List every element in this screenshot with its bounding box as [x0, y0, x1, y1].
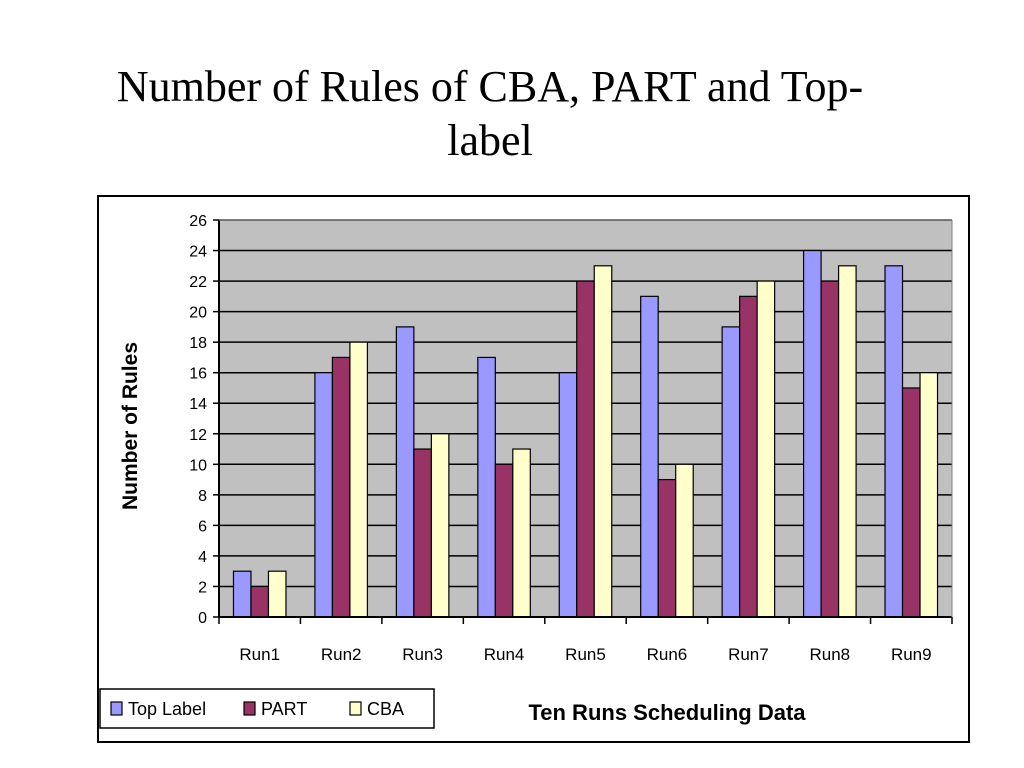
x-tick-label: Run7 — [728, 645, 769, 664]
slide-title-line-2: label — [447, 116, 533, 165]
bar-part-run9 — [901, 387, 921, 618]
y-tick-label: 6 — [198, 518, 207, 535]
bar-part-run1 — [250, 585, 270, 618]
legend-swatch-cba — [349, 701, 362, 716]
bars — [232, 249, 939, 618]
x-tick-label: Run8 — [810, 645, 851, 664]
y-tick-label: 22 — [189, 274, 207, 291]
bar-top-label-run2 — [314, 372, 334, 618]
x-tick-label: Run2 — [321, 645, 362, 664]
bar-top-label-run5 — [558, 372, 578, 618]
bar-cba-run2 — [349, 341, 369, 618]
y-axis-label: Number of Rules — [119, 342, 142, 510]
bar-cba-run6 — [675, 463, 694, 618]
bar-cba-run1 — [267, 570, 287, 618]
y-tick-label: 24 — [189, 244, 207, 261]
bar-top-label-run6 — [640, 295, 659, 618]
legend-label: PART — [261, 699, 307, 719]
bar-cba-run3 — [430, 433, 450, 618]
legend-label: CBA — [367, 699, 404, 719]
x-tick-label: Run4 — [484, 645, 525, 664]
y-tick-label: 10 — [189, 457, 207, 474]
bar-part-run3 — [413, 448, 432, 618]
y-tick-label: 26 — [189, 213, 207, 230]
bar-part-run8 — [820, 280, 840, 618]
y-tick-label: 12 — [189, 427, 207, 444]
x-tick-label: Run9 — [891, 645, 932, 664]
bar-cba-run4 — [512, 448, 531, 618]
x-tick-label: Run1 — [239, 645, 280, 664]
slide-title: Number of Rules of CBA, PART and Top- la… — [40, 60, 940, 168]
legend-box — [99, 688, 435, 729]
y-tick-label: 0 — [198, 610, 207, 627]
bar-cba-run7 — [756, 280, 776, 618]
x-axis-label: Ten Runs Scheduling Data — [528, 700, 806, 725]
y-tick-label: 14 — [189, 396, 207, 413]
y-tick-label: 8 — [198, 488, 207, 505]
y-tick-label: 20 — [189, 305, 207, 322]
bar-part-run4 — [494, 463, 514, 618]
bar-top-label-run7 — [721, 326, 741, 618]
legend-label: Top Label — [128, 699, 206, 719]
bar-part-run6 — [657, 478, 677, 618]
y-tick-label: 16 — [189, 366, 207, 383]
chart-frame: 0 2 4 6 8 10 12 14 16 18 20 22 24 26 Run1 Run2 Run3 Run4… — [97, 195, 970, 743]
bar-top-label-run1 — [232, 570, 252, 618]
bar-part-run7 — [739, 295, 758, 618]
axes — [213, 219, 953, 624]
legend-swatch-top-label — [110, 701, 123, 716]
bar-cba-run9 — [919, 372, 939, 618]
x-tick-labels: Run1 Run2 Run3 Run4 Run5 Run6 Run7 Run8 Run9 — [239, 645, 931, 664]
y-tick-label: 4 — [198, 549, 207, 566]
bar-top-label-run8 — [802, 249, 822, 618]
slide-title-line-1: Number of Rules of CBA, PART and Top- — [116, 62, 864, 111]
bar-part-run5 — [576, 280, 595, 618]
bar-top-label-run9 — [884, 265, 904, 618]
bar-cba-run8 — [837, 265, 857, 618]
legend: Top Label PART CBA — [99, 688, 435, 729]
legend-swatch-part — [243, 701, 256, 716]
y-tick-label: 18 — [189, 335, 207, 352]
x-tick-label: Run5 — [565, 645, 606, 664]
bar-top-label-run3 — [395, 326, 415, 618]
x-tick-label: Run3 — [402, 645, 443, 664]
bar-part-run2 — [331, 356, 351, 618]
bar-cba-run5 — [593, 265, 613, 618]
bar-top-label-run4 — [477, 356, 496, 618]
y-tick-label: 2 — [198, 579, 207, 596]
x-tick-label: Run6 — [647, 645, 688, 664]
